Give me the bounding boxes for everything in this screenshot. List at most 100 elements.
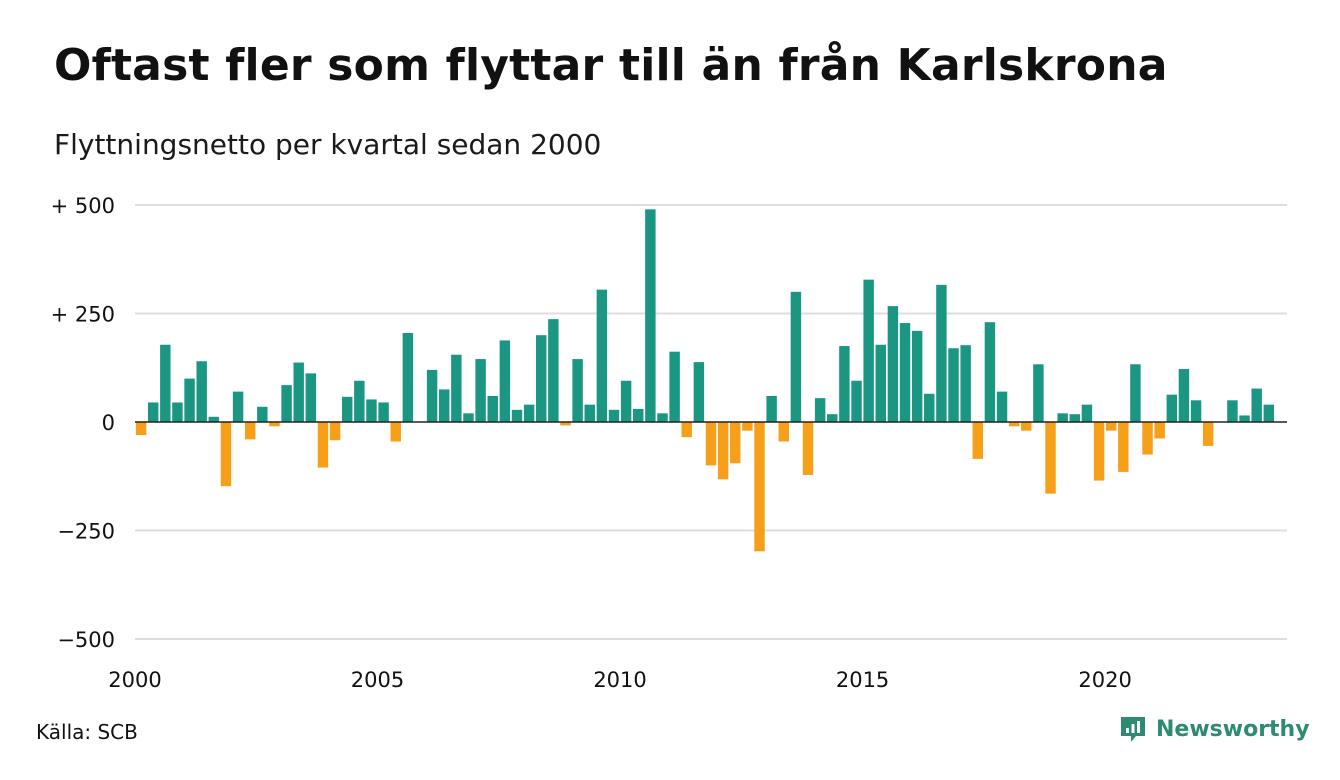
bar [766, 395, 777, 422]
bar [851, 380, 862, 422]
bar [281, 385, 292, 422]
bar [208, 416, 220, 422]
bar [402, 333, 414, 422]
bar [560, 422, 571, 426]
bar [1154, 422, 1165, 439]
bar [354, 380, 365, 422]
y-tick-label: + 500 [51, 194, 115, 218]
bar [839, 346, 850, 422]
chart-title: Oftast fler som flyttar till än från Kar… [54, 40, 1168, 91]
brand-logo: Newsworthy [1118, 714, 1310, 744]
bar [341, 396, 353, 422]
bar [366, 399, 377, 422]
x-tick-label: 2010 [593, 668, 646, 692]
y-tick-labels: + 500 + 250 0 −250 −500 [51, 194, 115, 652]
brand-name: Newsworthy [1156, 716, 1310, 742]
bar [475, 359, 486, 422]
bar [1105, 422, 1117, 431]
bar [754, 422, 765, 552]
bar [572, 359, 583, 422]
x-tick-labels: 2000 2005 2010 2015 2020 [108, 668, 1132, 692]
bar [269, 422, 280, 427]
bar [681, 422, 692, 438]
bar [1239, 415, 1250, 422]
bar [135, 422, 147, 436]
bar [584, 404, 595, 422]
bar [499, 340, 511, 422]
bar [1069, 414, 1081, 422]
bar [1021, 422, 1032, 431]
newsworthy-chart-bubble-icon [1121, 717, 1145, 742]
bar [948, 348, 959, 422]
bar [778, 422, 789, 442]
bar [1178, 369, 1190, 422]
bar [317, 422, 329, 468]
bar [1008, 422, 1020, 427]
bar [657, 413, 668, 422]
bar [790, 291, 802, 422]
x-tick-label: 2015 [836, 668, 889, 692]
bar [863, 279, 874, 422]
bar [1130, 364, 1141, 422]
bar [911, 330, 923, 422]
bar [232, 391, 244, 422]
bar [329, 422, 341, 441]
chart-subtitle: Flyttningsnetto per kvartal sedan 2000 [54, 128, 602, 161]
bar [257, 406, 268, 422]
bar [1142, 422, 1153, 455]
y-tick-label: + 250 [51, 303, 115, 327]
bar [972, 422, 983, 459]
bar [172, 402, 183, 422]
bar [633, 408, 644, 422]
bar [1045, 422, 1056, 494]
bar [463, 413, 474, 422]
bar [960, 345, 971, 422]
x-tick-label: 2020 [1078, 668, 1131, 692]
bar [451, 354, 462, 422]
bar [1093, 422, 1105, 481]
bar [244, 422, 256, 440]
bar [293, 362, 304, 422]
bar [536, 335, 547, 422]
x-tick-label: 2005 [351, 668, 404, 692]
bar [220, 422, 232, 487]
bar [487, 395, 498, 422]
bar [887, 306, 899, 422]
bar [996, 391, 1008, 422]
bar [390, 422, 401, 442]
y-tick-label: −250 [57, 520, 115, 544]
bar [669, 351, 680, 422]
bar [1202, 422, 1214, 446]
bar [645, 209, 656, 422]
bar [184, 378, 195, 422]
bar [1033, 364, 1044, 422]
y-tick-label: −500 [57, 628, 115, 652]
bar [1190, 400, 1202, 422]
bar [620, 380, 632, 422]
bar [147, 402, 159, 422]
source-label: Källa: SCB [36, 720, 138, 744]
bar [899, 323, 911, 422]
bar [924, 393, 935, 422]
bar [160, 344, 171, 422]
bar [1118, 422, 1129, 472]
grid-lines [135, 204, 1287, 640]
bar [439, 389, 450, 422]
bar [1251, 388, 1262, 422]
bar [1057, 413, 1068, 422]
bar [1263, 404, 1275, 422]
bar [984, 322, 996, 422]
bars [135, 209, 1275, 552]
bar [1166, 394, 1178, 422]
bar [378, 402, 389, 422]
bar [1081, 404, 1093, 422]
bar [523, 404, 535, 422]
bar [717, 422, 729, 480]
bar [705, 422, 717, 466]
bar [730, 422, 741, 464]
x-tick-label: 2000 [108, 668, 161, 692]
bar [548, 319, 559, 422]
bar [742, 422, 753, 431]
bar [596, 289, 608, 422]
